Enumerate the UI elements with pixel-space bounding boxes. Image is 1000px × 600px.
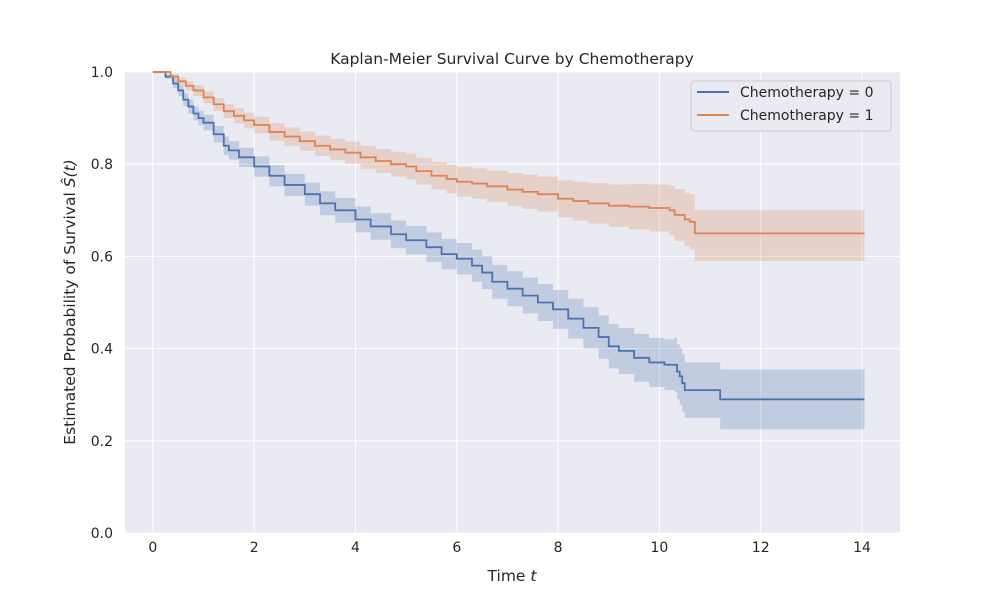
ci-band-chemotherapy-0 (152, 72, 865, 430)
chart-title: Kaplan-Meier Survival Curve by Chemother… (330, 50, 694, 68)
y-tick-label: 0.6 (91, 249, 113, 265)
legend-box (690, 80, 892, 132)
x-axis-label: Time (487, 567, 526, 585)
x-tick-label: 0 (148, 540, 157, 556)
y-tick-label: 0.4 (91, 342, 113, 358)
x-tick-label: 4 (351, 540, 360, 556)
y-tick-label: 0.0 (91, 526, 113, 542)
survival-lines (152, 71, 865, 401)
x-tick-labels: 0 2 4 6 8 10 12 14 (148, 540, 871, 556)
legend-label-chemotherapy-1: Chemotherapy = 1 (740, 108, 874, 124)
y-tick-label: 0.2 (91, 434, 113, 450)
y-tick-label: 0.8 (91, 157, 113, 173)
x-axis-variable: t (530, 567, 537, 585)
y-axis-variable: Ŝ(t) (60, 159, 79, 187)
ci-band-chemotherapy-1 (152, 72, 865, 262)
legend-label-chemotherapy-0: Chemotherapy = 0 (740, 85, 874, 101)
y-tick-labels: 0.0 0.2 0.4 0.6 0.8 1.0 (91, 65, 113, 542)
x-tick-label: 8 (554, 540, 563, 556)
x-tick-label: 12 (752, 540, 770, 556)
y-tick-label: 1.0 (91, 65, 113, 81)
x-tick-label: 10 (650, 540, 668, 556)
x-tick-label: 2 (250, 540, 259, 556)
survival-line-chemotherapy-1 (152, 71, 865, 235)
x-tick-label: 6 (452, 540, 461, 556)
confidence-bands (152, 72, 865, 430)
y-axis-title: Estimated Probability of Survival Ŝ(t) (60, 159, 79, 444)
x-axis-title: Time t (487, 567, 538, 585)
survival-line-chemotherapy-0 (152, 71, 865, 401)
legend: Chemotherapy = 0 Chemotherapy = 1 (690, 80, 892, 132)
y-axis-label: Estimated Probability of Survival (61, 192, 79, 444)
x-tick-label: 14 (853, 540, 871, 556)
